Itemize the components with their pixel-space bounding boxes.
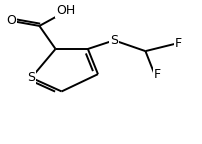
Text: F: F bbox=[175, 37, 182, 50]
Text: F: F bbox=[154, 68, 161, 81]
Text: O: O bbox=[6, 14, 16, 27]
Text: S: S bbox=[27, 71, 35, 84]
Text: S: S bbox=[110, 34, 118, 47]
Text: OH: OH bbox=[56, 4, 75, 17]
